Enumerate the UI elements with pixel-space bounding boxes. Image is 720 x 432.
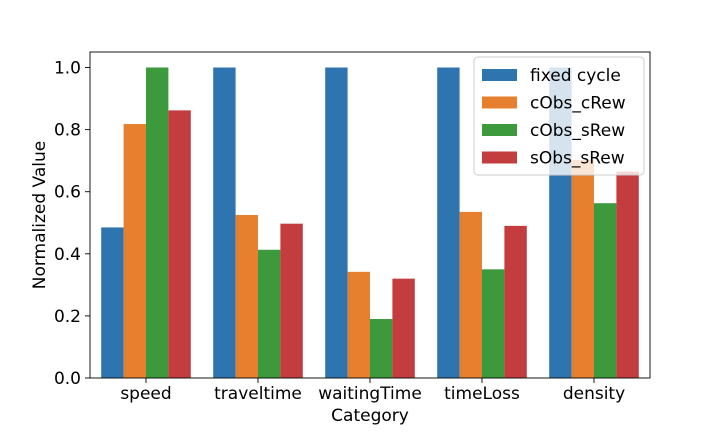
bar-cObs-sRew-timeLoss (482, 269, 505, 378)
y-tick-label: 1.0 (54, 59, 81, 79)
y-tick-label: 0.2 (54, 307, 81, 327)
x-tick-label: speed (120, 384, 171, 404)
bars-group (101, 67, 639, 379)
x-tick-label: timeLoss (444, 384, 520, 404)
bar-cObs-sRew-waitingTime (370, 319, 393, 378)
bar-sObs-sRew-speed (168, 110, 191, 379)
bar-sObs-sRew-timeLoss (504, 225, 527, 378)
y-axis-label: Normalized Value (30, 141, 50, 290)
bar-cObs-sRew-traveltime (258, 249, 281, 378)
legend-label: cObs_cRew (530, 94, 626, 114)
y-tick-label: 0.8 (54, 121, 81, 141)
legend-swatch (482, 96, 517, 109)
bar-fixed-cycle-speed (101, 227, 124, 378)
x-tick-label: density (563, 384, 625, 404)
bar-sObs-sRew-traveltime (280, 223, 303, 378)
legend: fixed cycle cObs_cRew cObs_sRew sObs_sRew (473, 56, 645, 176)
y-tick-label: 0.4 (54, 245, 81, 265)
legend-swatch (482, 69, 517, 81)
legend-swatch (482, 124, 517, 136)
y-tick-label: 0.0 (54, 369, 81, 389)
x-tick-label: waitingTime (318, 384, 422, 404)
bar-cObs-cRew-density (571, 159, 594, 378)
x-tick-label: traveltime (214, 384, 302, 404)
x-axis-label: Category (331, 406, 409, 426)
legend-label: cObs_sRew (530, 121, 625, 141)
x-axis-ticks: speed traveltime waitingTime timeLoss densit… (120, 378, 625, 404)
bar-cObs-sRew-speed (146, 67, 169, 379)
bar-fixed-cycle-traveltime (213, 67, 236, 379)
bar-cObs-cRew-timeLoss (459, 211, 482, 378)
bar-sObs-sRew-density (616, 171, 639, 378)
bar-cObs-sRew-density (594, 203, 617, 378)
legend-box (473, 56, 645, 176)
legend-label: fixed cycle (530, 66, 621, 86)
y-axis-ticks: 0.0 0.2 0.4 0.6 0.8 1.0 (54, 59, 90, 389)
plot-frame (89, 51, 651, 379)
bar-cObs-cRew-waitingTime (347, 271, 370, 378)
bar-cObs-cRew-speed (123, 124, 146, 378)
legend-swatch (482, 151, 517, 164)
bar-sObs-sRew-waitingTime (392, 278, 415, 378)
y-tick-label: 0.6 (54, 183, 81, 203)
bar-fixed-cycle-waitingTime (325, 67, 348, 379)
legend-label: sObs_sRew (530, 149, 625, 169)
bar-fixed-cycle-timeLoss (437, 67, 460, 379)
bar-cObs-cRew-traveltime (235, 215, 258, 378)
